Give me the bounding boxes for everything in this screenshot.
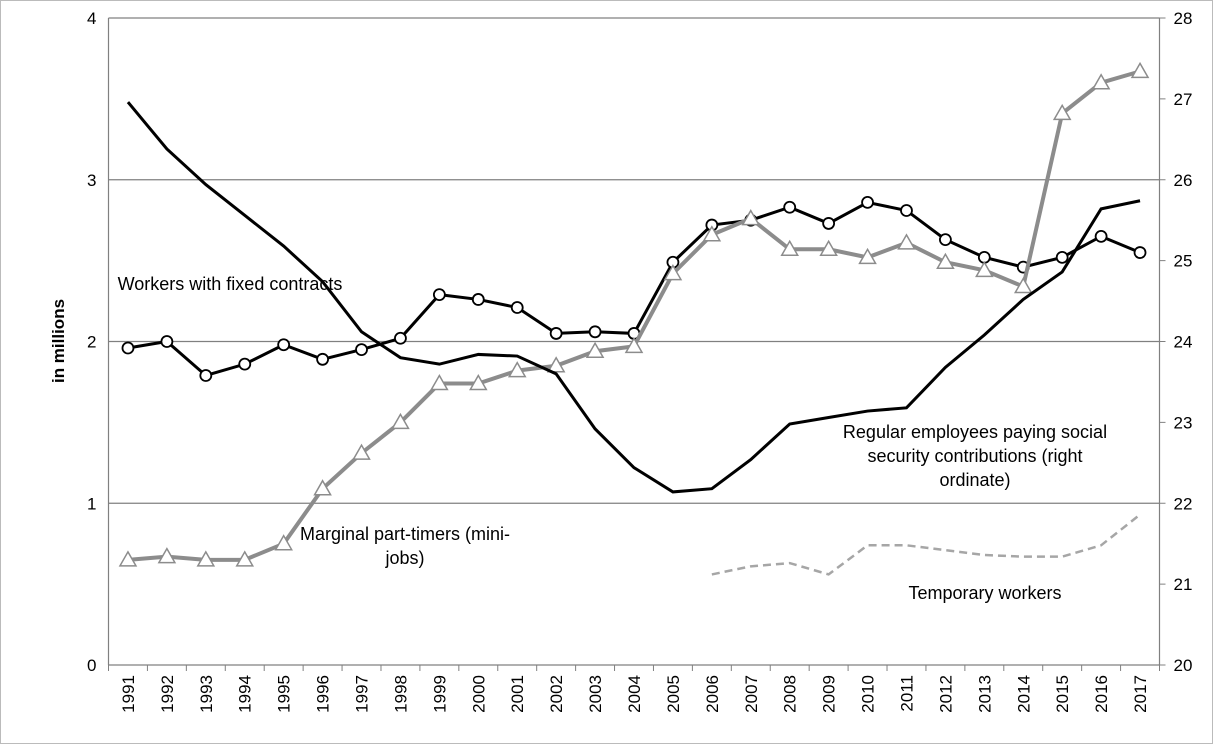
x-tick-label: 2006 bbox=[703, 675, 722, 713]
point-marker bbox=[624, 336, 644, 354]
y2-tick-label: 20 bbox=[1174, 656, 1193, 675]
point-marker bbox=[471, 293, 485, 306]
point-marker bbox=[313, 479, 332, 496]
point-marker bbox=[1055, 250, 1069, 264]
y2-tick-label: 24 bbox=[1174, 333, 1193, 352]
point-marker bbox=[507, 361, 527, 378]
point-marker bbox=[510, 301, 524, 314]
y2-tick-label: 26 bbox=[1174, 171, 1193, 190]
x-tick-label: 1993 bbox=[197, 675, 216, 713]
x-tick-label: 1999 bbox=[430, 675, 449, 713]
point-marker bbox=[1013, 276, 1033, 294]
point-marker bbox=[274, 534, 293, 551]
series-line bbox=[711, 513, 1141, 576]
point-marker bbox=[1094, 229, 1108, 243]
point-marker bbox=[549, 327, 563, 340]
y-tick-label: 2 bbox=[87, 333, 96, 352]
x-tick-label: 1994 bbox=[236, 675, 255, 713]
point-marker bbox=[391, 412, 410, 430]
point-marker bbox=[238, 357, 252, 371]
point-marker bbox=[822, 217, 836, 230]
point-marker bbox=[585, 341, 605, 358]
point-marker bbox=[352, 443, 371, 460]
x-tick-label: 1998 bbox=[391, 675, 410, 713]
point-marker bbox=[702, 225, 722, 242]
series-label: Regular employees paying social security… bbox=[842, 422, 1108, 490]
series-label: Temporary workers bbox=[908, 583, 1062, 603]
point-marker bbox=[1130, 61, 1150, 79]
point-marker bbox=[897, 233, 916, 250]
point-marker bbox=[858, 247, 877, 265]
point-marker bbox=[277, 338, 291, 352]
x-tick-label: 2013 bbox=[975, 675, 994, 713]
x-tick-label: 1997 bbox=[353, 675, 372, 713]
point-marker bbox=[235, 550, 255, 567]
x-tick-label: 1996 bbox=[314, 675, 333, 713]
point-marker bbox=[469, 374, 488, 391]
x-tick-label: 2012 bbox=[936, 675, 955, 713]
point-marker bbox=[819, 239, 838, 257]
series-label: Marginal part-timers (mini-jobs) bbox=[299, 524, 511, 568]
x-tick-label: 2001 bbox=[508, 675, 527, 713]
y2-tick-label: 22 bbox=[1174, 494, 1193, 513]
point-marker bbox=[546, 356, 566, 373]
point-marker bbox=[939, 233, 952, 246]
point-marker bbox=[861, 195, 874, 209]
point-marker bbox=[588, 325, 602, 339]
y2-tick-label: 23 bbox=[1174, 413, 1193, 432]
x-tick-label: 1992 bbox=[158, 675, 177, 713]
point-marker bbox=[316, 352, 329, 366]
point-marker bbox=[199, 369, 213, 382]
point-marker bbox=[1052, 103, 1072, 121]
point-marker bbox=[394, 331, 407, 345]
y-tick-label: 1 bbox=[87, 494, 96, 513]
x-tick-label: 2016 bbox=[1092, 675, 1111, 713]
point-marker bbox=[780, 239, 799, 257]
point-marker bbox=[355, 343, 368, 356]
x-tick-label: 1991 bbox=[119, 675, 138, 713]
x-tick-label: 2008 bbox=[781, 675, 800, 713]
y2-tick-label: 27 bbox=[1174, 90, 1193, 109]
series-line bbox=[126, 101, 1141, 494]
point-marker bbox=[783, 200, 797, 214]
point-marker bbox=[196, 550, 216, 567]
point-marker bbox=[900, 204, 913, 217]
y-tick-label: 4 bbox=[87, 9, 96, 28]
point-marker bbox=[663, 264, 683, 281]
point-marker bbox=[1133, 246, 1147, 259]
x-tick-label: 2000 bbox=[469, 675, 488, 713]
x-tick-label: 2015 bbox=[1053, 675, 1072, 713]
point-marker bbox=[157, 547, 177, 564]
point-marker bbox=[741, 209, 761, 226]
x-tick-label: 2005 bbox=[664, 675, 683, 713]
point-marker bbox=[936, 252, 955, 269]
series-label: Workers with fixed contracts bbox=[117, 274, 343, 294]
x-tick-label: 2007 bbox=[742, 675, 761, 713]
y2-tick-label: 21 bbox=[1174, 575, 1193, 594]
x-tick-label: 2017 bbox=[1131, 675, 1150, 713]
x-tick-label: 2009 bbox=[820, 675, 839, 713]
x-tick-label: 2011 bbox=[897, 675, 916, 712]
x-tick-label: 1995 bbox=[275, 675, 294, 713]
y-tick-label: 3 bbox=[87, 171, 96, 190]
y2-tick-label: 28 bbox=[1174, 9, 1193, 28]
x-tick-label: 2014 bbox=[1014, 675, 1033, 713]
y-tick-label: 0 bbox=[87, 656, 96, 675]
point-marker bbox=[430, 374, 449, 391]
x-tick-label: 2010 bbox=[859, 675, 878, 713]
point-marker bbox=[118, 550, 138, 567]
x-tick-label: 2002 bbox=[547, 675, 566, 713]
point-marker bbox=[121, 341, 135, 355]
point-marker bbox=[160, 335, 174, 348]
x-tick-label: 2004 bbox=[625, 675, 644, 713]
point-marker bbox=[1091, 73, 1111, 90]
point-marker bbox=[432, 288, 446, 301]
y2-tick-label: 25 bbox=[1174, 252, 1193, 271]
point-marker bbox=[975, 260, 994, 278]
x-tick-label: 2003 bbox=[586, 675, 605, 713]
y-axis-label: in millions bbox=[49, 299, 68, 383]
